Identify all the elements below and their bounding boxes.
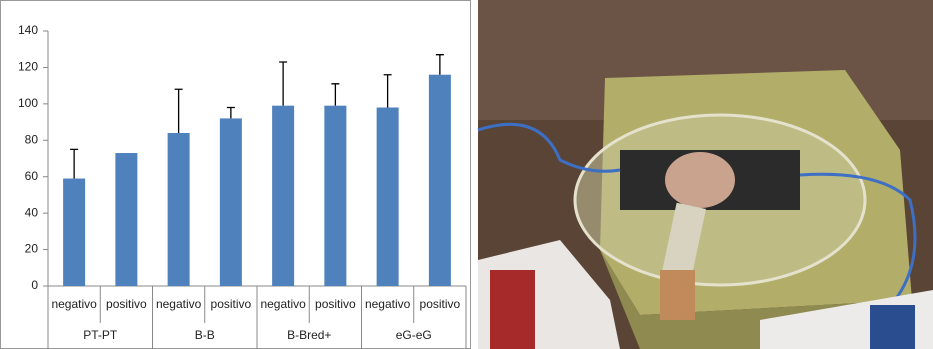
page: 0 20 40 60 80 100 120 140 PT-PT B-B B-Bred+ eG-eG ne… xyxy=(0,0,933,349)
group-label: B-B xyxy=(195,328,215,342)
x-tick-label: positivo xyxy=(315,297,356,311)
x-tick-label: positivo xyxy=(211,297,252,311)
x-tick-label: negativo xyxy=(365,297,411,311)
y-tick-label: 140 xyxy=(18,23,38,37)
bar xyxy=(63,179,85,286)
y-tick-label: 20 xyxy=(25,242,39,256)
bar xyxy=(377,108,399,287)
y-tick-label: 80 xyxy=(25,132,39,146)
x-tick-label: negativo xyxy=(260,297,306,311)
bar xyxy=(324,106,346,286)
sample-tube xyxy=(665,152,735,208)
group-label: B-Bred+ xyxy=(287,328,331,342)
x-tick-label: positivo xyxy=(420,297,461,311)
clip xyxy=(660,270,695,320)
y-tick-label: 40 xyxy=(25,205,39,219)
group-label: PT-PT xyxy=(83,328,118,342)
bar xyxy=(272,106,294,286)
x-tick-label: negativo xyxy=(51,297,97,311)
bar xyxy=(429,75,451,286)
red-clamp xyxy=(490,270,535,349)
y-tick-label: 100 xyxy=(18,96,38,110)
photo xyxy=(478,0,933,349)
bar xyxy=(220,118,242,286)
group-label: eG-eG xyxy=(396,328,432,342)
chart: 0 20 40 60 80 100 120 140 PT-PT B-B B-Bred+ eG-eG ne… xyxy=(0,0,933,349)
x-tick-label: negativo xyxy=(156,297,202,311)
x-tick-label: positivo xyxy=(106,297,147,311)
blue-clamp xyxy=(870,305,915,349)
y-tick-label: 0 xyxy=(31,278,38,292)
bar xyxy=(168,133,190,286)
y-tick-label: 120 xyxy=(18,60,38,74)
y-tick-label: 60 xyxy=(25,169,39,183)
bar xyxy=(115,153,137,286)
